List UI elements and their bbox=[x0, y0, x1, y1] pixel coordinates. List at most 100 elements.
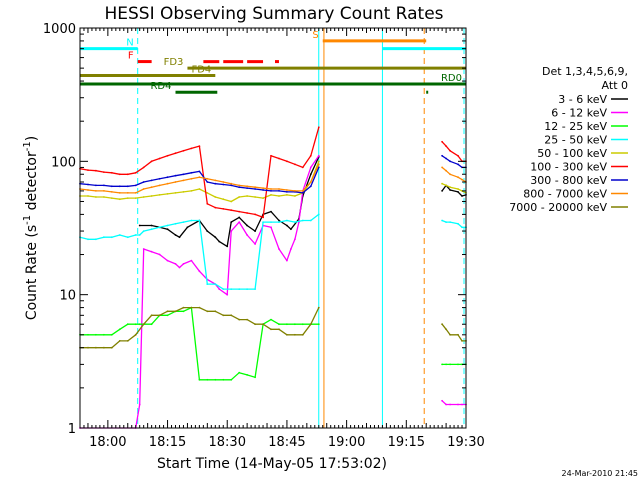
data-point-300-800-kev bbox=[254, 188, 256, 190]
data-point-6-12-kev bbox=[449, 403, 451, 406]
data-point-12-25-kev bbox=[87, 333, 89, 336]
data-point-12-25-kev bbox=[254, 376, 256, 379]
data-point-300-800-kev bbox=[449, 160, 451, 163]
data-point-6-12-kev bbox=[278, 248, 280, 250]
data-point-100-300-kev bbox=[87, 169, 89, 172]
data-point-6-12-kev bbox=[178, 266, 181, 269]
data-point-7000-20000-kev bbox=[222, 314, 225, 317]
data-point-3-6-kev bbox=[457, 191, 459, 193]
data-point-12-25-kev bbox=[150, 323, 153, 326]
data-point-7000-20000-kev bbox=[441, 323, 443, 326]
data-point-800-7000-kev bbox=[198, 176, 201, 179]
data-point-100-300-kev bbox=[262, 216, 264, 219]
data-point-25-50-kev bbox=[441, 219, 443, 222]
data-point-3-6-kev bbox=[218, 240, 221, 243]
data-point-7000-20000-kev bbox=[317, 306, 320, 309]
data-point-300-800-kev bbox=[457, 163, 459, 166]
data-point-50-100-kev bbox=[118, 198, 121, 201]
data-point-25-50-kev bbox=[262, 221, 264, 224]
data-point-12-25-kev bbox=[445, 363, 447, 366]
data-point-50-100-kev bbox=[174, 192, 177, 194]
data-point-800-7000-kev bbox=[110, 191, 113, 193]
data-point-3-6-kev bbox=[178, 236, 181, 239]
data-point-50-100-kev bbox=[286, 194, 288, 196]
data-point-6-12-kev bbox=[445, 403, 447, 406]
data-point-300-800-kev bbox=[174, 174, 177, 177]
y-axis-label: Count Rate (s-1 detector-1) bbox=[22, 136, 40, 320]
data-point-7000-20000-kev bbox=[457, 333, 459, 336]
data-point-25-50-kev bbox=[301, 219, 304, 222]
data-point-25-50-kev bbox=[150, 228, 153, 231]
flag-fd4: FD4 bbox=[80, 65, 216, 78]
data-point-800-7000-kev bbox=[254, 186, 256, 189]
data-point-25-50-kev bbox=[95, 238, 97, 241]
data-point-7000-20000-kev bbox=[461, 340, 463, 342]
data-point-300-800-kev bbox=[206, 181, 209, 183]
data-point-6-12-kev bbox=[182, 263, 185, 265]
data-point-50-100-kev bbox=[441, 182, 443, 185]
data-point-6-12-kev bbox=[190, 259, 193, 262]
data-point-12-25-kev bbox=[95, 333, 97, 336]
data-point-7000-20000-kev bbox=[110, 346, 113, 349]
data-point-800-7000-kev bbox=[301, 190, 304, 192]
data-point-7000-20000-kev bbox=[198, 306, 201, 309]
data-point-6-12-kev bbox=[238, 221, 241, 224]
series-7000-20000-kev bbox=[79, 306, 467, 349]
data-point-800-7000-kev bbox=[206, 177, 209, 180]
axes-layer: 18:00 18:15 18:30 18:45 19:00 19:15 19:30 1 10 10… bbox=[43, 22, 485, 450]
data-point-6-12-kev bbox=[218, 288, 221, 290]
data-point-12-25-kev bbox=[103, 333, 105, 336]
data-point-7000-20000-kev bbox=[103, 346, 105, 349]
data-point-100-300-kev bbox=[294, 163, 296, 166]
data-point-50-100-kev bbox=[262, 197, 264, 200]
y-tick-label: 100 bbox=[51, 155, 76, 170]
data-point-6-12-kev bbox=[254, 243, 256, 245]
data-point-3-6-kev bbox=[226, 245, 229, 248]
data-point-7000-20000-kev bbox=[278, 328, 280, 331]
data-point-300-800-kev bbox=[301, 192, 304, 194]
x-tick-label: 18:00 bbox=[89, 435, 126, 450]
chart-title: HESSI Observing Summary Count Rates bbox=[104, 4, 443, 24]
data-point-7000-20000-kev bbox=[262, 323, 264, 326]
data-point-3-6-kev bbox=[441, 190, 443, 192]
data-point-3-6-kev bbox=[138, 224, 141, 227]
series-800-7000-kev bbox=[79, 163, 467, 194]
legend-label-300-800-kev: 300 - 800 keV bbox=[530, 174, 607, 187]
data-point-12-25-kev bbox=[301, 323, 304, 326]
data-point-50-100-kev bbox=[278, 195, 280, 197]
data-point-12-25-kev bbox=[110, 333, 113, 336]
data-point-25-50-kev bbox=[138, 234, 141, 236]
data-point-7000-20000-kev bbox=[270, 328, 272, 331]
data-point-100-300-kev bbox=[110, 171, 113, 174]
data-point-800-7000-kev bbox=[309, 181, 312, 183]
data-point-25-50-kev bbox=[103, 236, 105, 239]
data-point-800-7000-kev bbox=[126, 192, 129, 194]
data-point-25-50-kev bbox=[182, 221, 185, 224]
legend-label-100-300-kev: 100 - 300 keV bbox=[530, 161, 607, 174]
data-point-12-25-kev bbox=[294, 323, 296, 326]
legend-label-3-6-kev: 3 - 6 keV bbox=[558, 93, 607, 106]
data-point-25-50-kev bbox=[294, 221, 296, 224]
data-point-6-12-kev bbox=[457, 403, 459, 406]
data-point-12-25-kev bbox=[182, 310, 185, 313]
data-point-3-6-kev bbox=[238, 216, 241, 219]
data-point-25-50-kev bbox=[174, 222, 177, 225]
data-point-100-300-kev bbox=[441, 140, 443, 143]
x-tick-label: 19:15 bbox=[388, 435, 425, 450]
legend-title-line-1: Det 1,3,4,5,6,9, bbox=[542, 65, 628, 78]
data-point-12-25-kev bbox=[166, 314, 169, 317]
data-point-800-7000-kev bbox=[449, 173, 451, 176]
data-point-25-50-kev bbox=[158, 226, 161, 229]
flag-label-f: F bbox=[128, 51, 134, 62]
data-point-7000-20000-kev bbox=[246, 318, 249, 321]
data-point-12-25-kev bbox=[230, 378, 233, 381]
data-point-300-800-kev bbox=[222, 183, 225, 186]
data-point-50-100-kev bbox=[87, 195, 89, 197]
flag-label-n: N bbox=[126, 38, 133, 49]
data-point-100-300-kev bbox=[309, 154, 312, 157]
data-point-300-800-kev bbox=[126, 185, 129, 188]
data-point-100-300-kev bbox=[317, 126, 320, 129]
data-point-7000-20000-kev bbox=[142, 323, 145, 326]
